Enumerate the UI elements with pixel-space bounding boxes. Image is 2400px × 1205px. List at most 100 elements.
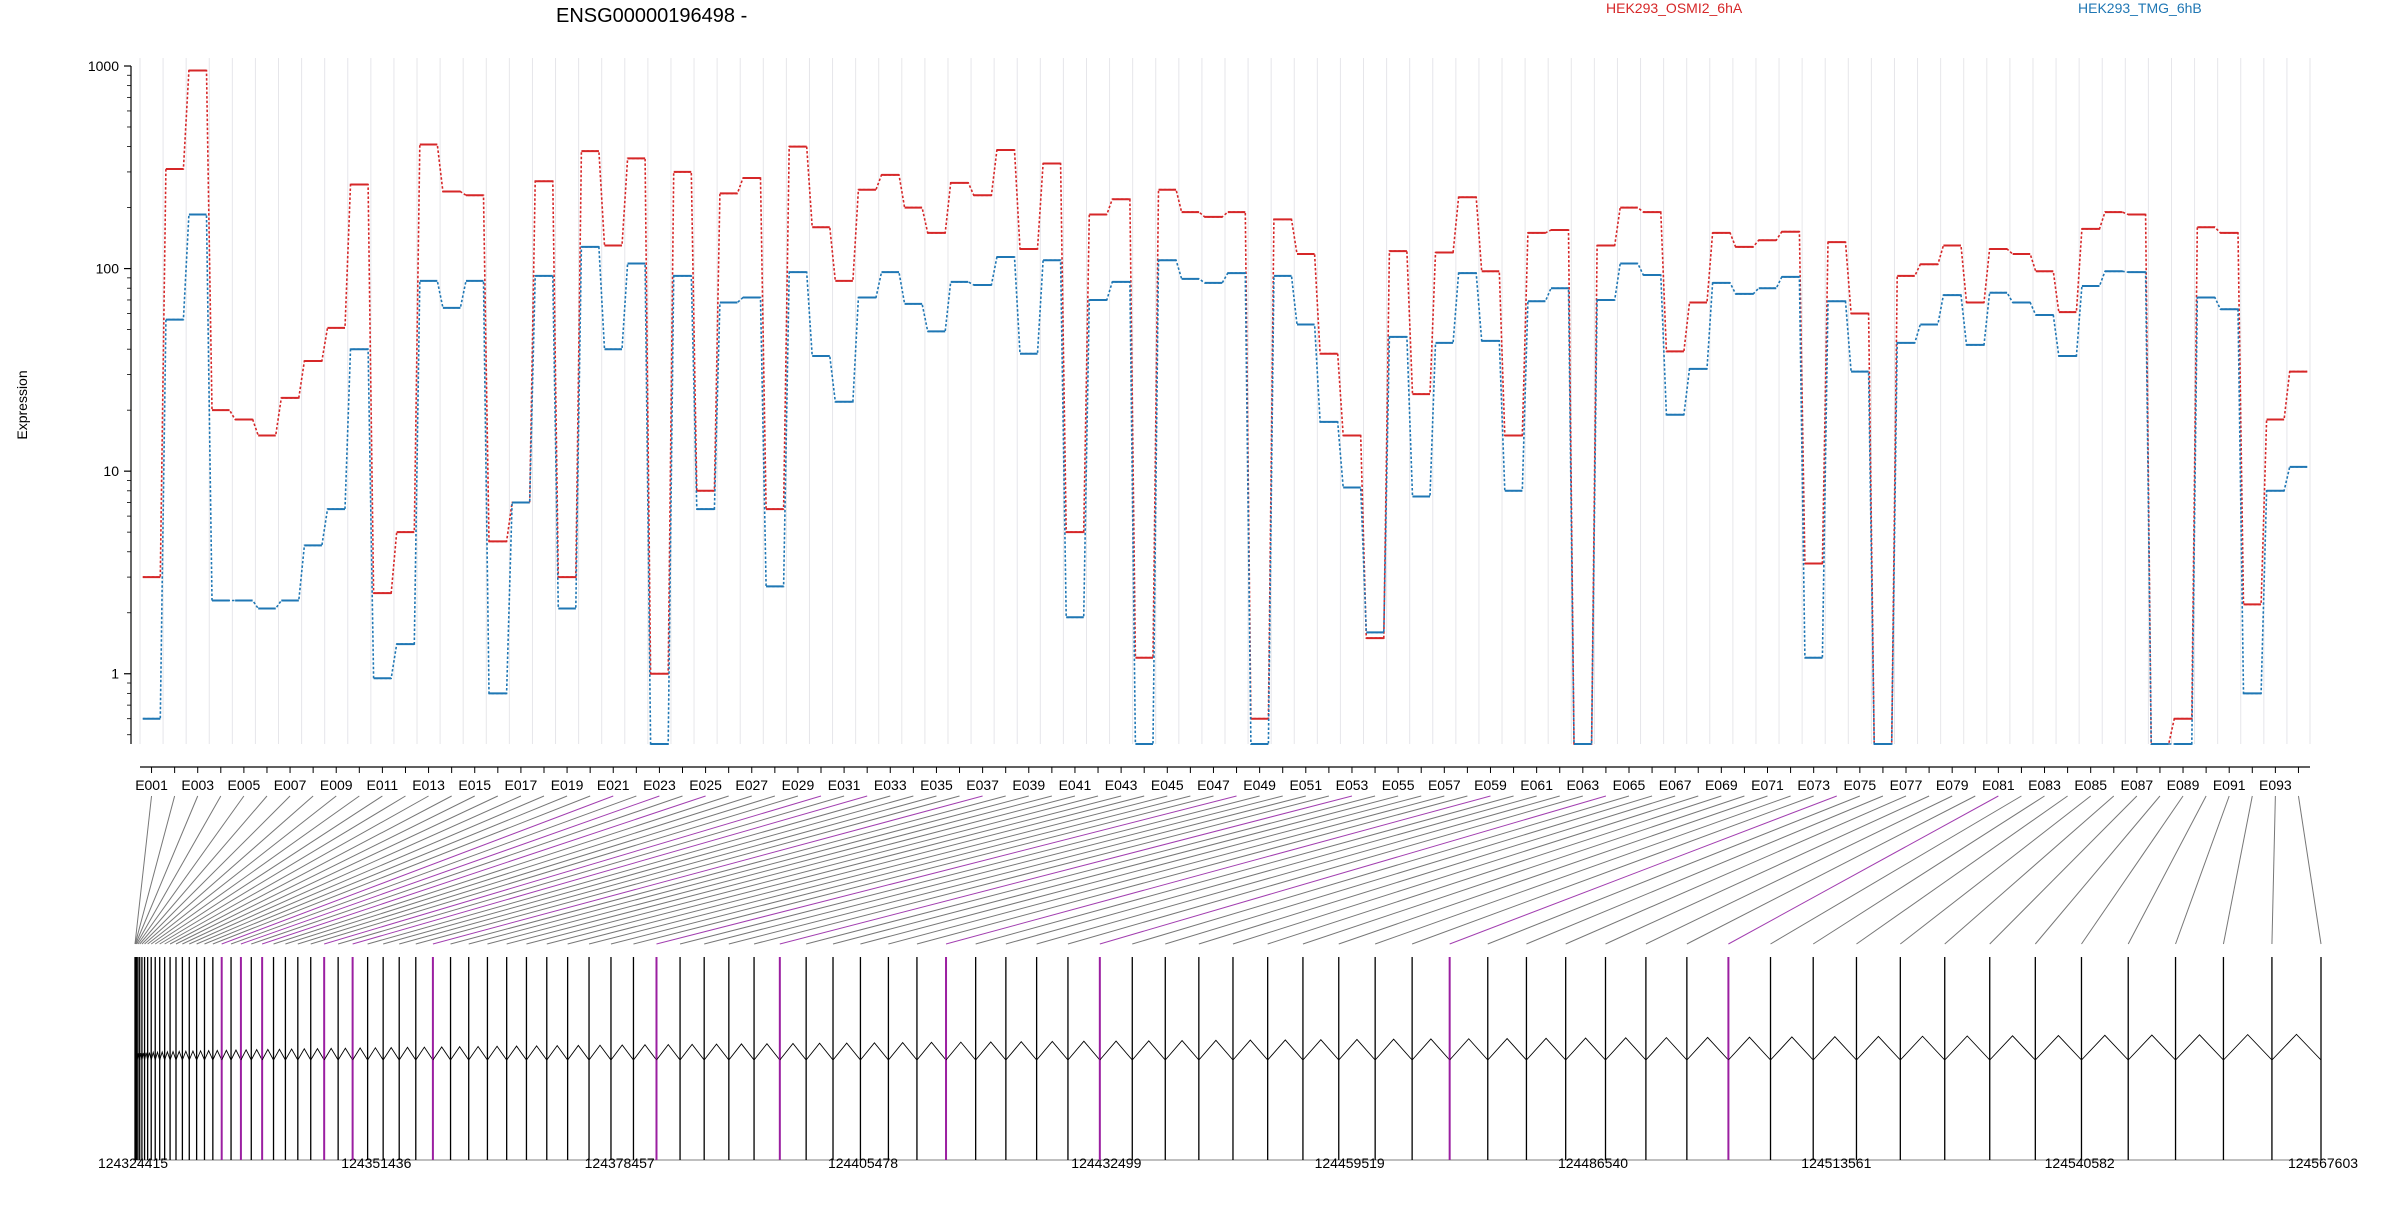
x-tick-label: E091: [2213, 777, 2246, 793]
x-tick-label: E005: [228, 777, 261, 793]
x-tick-label: E015: [458, 777, 491, 793]
intron-line: [311, 1049, 324, 1060]
exon-connector: [2081, 796, 2183, 944]
exon-connector: [135, 796, 174, 944]
intron-line: [1165, 1041, 1199, 1060]
intron-line: [2081, 1035, 2128, 1060]
genome-tick-label: 124405478: [828, 1155, 898, 1171]
x-tick-label: E025: [689, 777, 722, 793]
intron-line: [1771, 1037, 1814, 1060]
x-tick-label: E063: [1566, 777, 1599, 793]
x-tick-label: E085: [2074, 777, 2107, 793]
intron-line: [487, 1046, 506, 1060]
intron-line: [1646, 1038, 1687, 1060]
exon-connector: [165, 796, 429, 944]
intron-line: [1526, 1038, 1565, 1060]
x-tick-label: E049: [1243, 777, 1276, 793]
exon-connector: [1100, 796, 1606, 944]
exon-connector: [274, 796, 729, 944]
legend-entry-tmg[interactable]: HEK293_TMG_6hB: [2078, 0, 2202, 16]
x-tick-label: E069: [1705, 777, 1738, 793]
intron-line: [633, 1045, 656, 1060]
intron-line: [1606, 1038, 1646, 1060]
intron-line: [1268, 1040, 1303, 1060]
legend-entry-osmi2[interactable]: HEK293_OSMI2_6hA: [1606, 0, 1743, 16]
exon-connector: [148, 796, 337, 944]
x-tick-label: E089: [2167, 777, 2200, 793]
x-tick-label: E051: [1289, 777, 1322, 793]
x-tick-label: E075: [1843, 777, 1876, 793]
exon-connector: [1990, 796, 2137, 944]
intron-line: [1100, 1041, 1132, 1060]
intron-line: [568, 1045, 589, 1060]
intron-line: [611, 1045, 633, 1060]
genome-tick-label: 124567603: [2288, 1155, 2358, 1171]
intron-line: [165, 1052, 170, 1060]
intron-line: [1199, 1040, 1233, 1060]
intron-line: [262, 1049, 273, 1060]
exon-connector: [1646, 796, 1952, 944]
x-tick-label: E027: [735, 777, 768, 793]
x-tick-label: E067: [1659, 777, 1692, 793]
exon-connector: [2128, 796, 2206, 944]
exon-connector: [2176, 796, 2230, 944]
x-tick-label: E071: [1751, 777, 1784, 793]
intron-line: [298, 1049, 311, 1060]
intron-line: [469, 1047, 488, 1060]
genome-tick-label: 124378457: [585, 1155, 655, 1171]
exon-connector: [917, 796, 1467, 944]
x-tick-label: E001: [135, 777, 168, 793]
intron-line: [2176, 1035, 2224, 1060]
intron-line: [251, 1050, 262, 1060]
y-tick-label: 10: [103, 463, 119, 479]
intron-line: [451, 1047, 469, 1060]
intron-line: [507, 1046, 527, 1060]
intron-line: [170, 1052, 176, 1060]
exon-connector: [204, 796, 567, 944]
x-tick-label: E007: [274, 777, 307, 793]
exon-connector: [142, 796, 290, 944]
exon-connector: [2035, 796, 2160, 944]
intron-line: [241, 1050, 251, 1060]
intron-line: [680, 1044, 704, 1060]
intron-line: [416, 1047, 433, 1060]
x-tick-label: E037: [966, 777, 999, 793]
intron-line: [1450, 1039, 1488, 1060]
x-tick-label: E019: [551, 777, 584, 793]
genome-tick-label: 124540582: [2045, 1155, 2115, 1171]
exon-connector: [1068, 796, 1583, 944]
exon-connector: [2272, 796, 2275, 944]
exon-connector: [138, 796, 244, 944]
x-tick-label: E013: [412, 777, 445, 793]
exon-connector: [780, 796, 1352, 944]
exon-connector: [1488, 796, 1860, 944]
intron-line: [274, 1049, 286, 1060]
genome-tick-label: 124324415: [98, 1155, 168, 1171]
exon-connector: [170, 796, 452, 944]
intron-line: [1375, 1039, 1412, 1060]
genome-tick-label: 124513561: [1801, 1155, 1871, 1171]
x-tick-label: E011: [367, 777, 399, 793]
intron-line: [806, 1043, 833, 1060]
y-tick-label: 1000: [88, 58, 119, 74]
labels-layer: ENSG00000196498 - Expression HEK293_OSMI…: [14, 0, 2202, 440]
exon-connector: [1728, 796, 1998, 944]
intron-line: [182, 1051, 189, 1060]
x-tick-label: E021: [597, 777, 630, 793]
x-tick-label: E087: [2121, 777, 2154, 793]
x-tick-label: E053: [1336, 777, 1369, 793]
intron-line: [1068, 1041, 1100, 1060]
x-tick-label: E035: [920, 777, 953, 793]
intron-line: [729, 1044, 754, 1060]
intron-line: [1488, 1039, 1527, 1060]
x-tick-label: E033: [874, 777, 907, 793]
intron-line: [1813, 1037, 1856, 1060]
exon-connector: [2298, 796, 2321, 944]
x-tick-label: E061: [1520, 777, 1553, 793]
intron-line: [754, 1044, 780, 1060]
intron-line: [1945, 1036, 1990, 1060]
x-tick-label: E047: [1197, 777, 1230, 793]
intron-line: [1990, 1036, 2036, 1060]
